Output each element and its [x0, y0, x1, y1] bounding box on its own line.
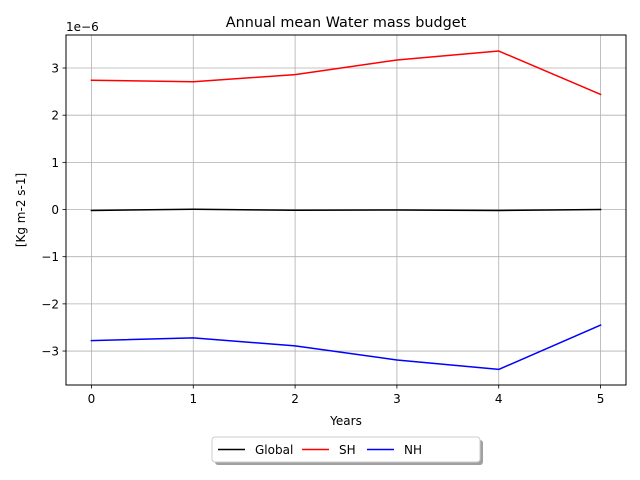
y-tick-label: 1	[51, 156, 59, 170]
y-tick-label: −2	[41, 297, 59, 311]
legend: Global SH NH	[211, 436, 483, 465]
legend-label-global: Global	[255, 443, 293, 457]
legend-box	[211, 436, 481, 463]
x-tick-label: 3	[393, 392, 401, 406]
x-tick-label: 5	[597, 392, 605, 406]
y-tick-label: 3	[51, 62, 59, 76]
series-line-nh	[90, 324, 602, 371]
legend-label-nh: NH	[404, 443, 422, 457]
axis-ticks: 0 1 2 3 4 5 −3 −2 −1 0 1 2 3	[41, 62, 604, 406]
y-axis-label: [Kg m-2 s-1]	[14, 173, 28, 247]
legend-label-sh: SH	[339, 443, 356, 457]
x-tick-label: 0	[88, 392, 96, 406]
y-tick-label: −1	[41, 250, 59, 264]
y-tick-label: −3	[41, 345, 59, 359]
x-tick-label: 2	[291, 392, 299, 406]
series-layer	[90, 50, 602, 371]
series-line-sh	[90, 50, 602, 96]
chart-title: Annual mean Water mass budget	[226, 15, 467, 31]
x-axis-label: Years	[329, 414, 362, 428]
y-axis-offset-label: 1e−6	[66, 20, 99, 34]
y-tick-label: 0	[51, 203, 59, 217]
series-line-global	[90, 208, 602, 212]
plot-frame	[65, 34, 627, 386]
x-tick-label: 1	[189, 392, 197, 406]
y-tick-label: 2	[51, 109, 59, 123]
x-tick-label: 4	[495, 392, 503, 406]
